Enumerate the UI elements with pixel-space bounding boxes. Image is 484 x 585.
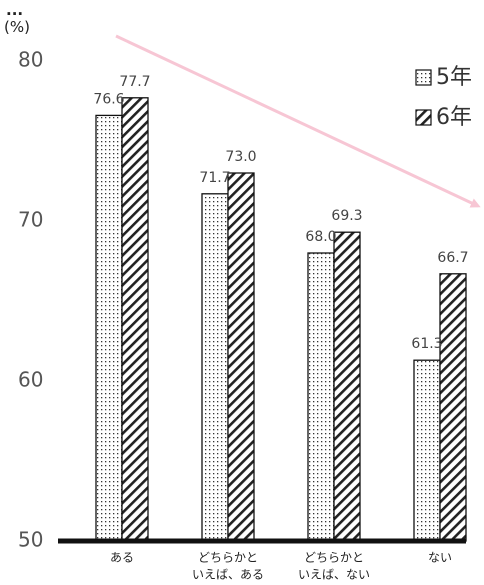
y-tick-label: 70 bbox=[18, 208, 43, 232]
bar-series1 bbox=[201, 193, 229, 542]
bar-series1 bbox=[307, 252, 335, 542]
bar-series2 bbox=[439, 273, 467, 542]
chart-title: ... bbox=[6, 1, 23, 19]
value-label: 61.3 bbox=[411, 336, 442, 352]
y-tick-label: 50 bbox=[18, 528, 43, 552]
category-label: ある bbox=[110, 551, 134, 565]
y-axis-unit-label: (%) bbox=[4, 18, 30, 36]
legend-label: 6年 bbox=[436, 105, 472, 130]
bar-series2 bbox=[121, 97, 149, 542]
value-label: 68.0 bbox=[305, 229, 336, 245]
legend-swatch bbox=[415, 109, 432, 126]
legend-swatch bbox=[415, 69, 432, 86]
value-label: 77.7 bbox=[119, 74, 150, 90]
bar-series2 bbox=[227, 172, 255, 542]
category-label: ない bbox=[428, 551, 452, 565]
trend-arrow bbox=[115, 34, 481, 208]
category-label: どちらかと bbox=[198, 551, 258, 565]
value-label: 73.0 bbox=[225, 149, 256, 165]
category-label: いえば、ない bbox=[298, 568, 370, 582]
value-label: 76.6 bbox=[93, 91, 124, 107]
y-tick-label: 80 bbox=[18, 48, 43, 72]
value-label: 71.7 bbox=[199, 170, 230, 186]
bar-series1 bbox=[413, 359, 441, 542]
value-label: 69.3 bbox=[331, 208, 362, 224]
category-label: どちらかと bbox=[304, 551, 364, 565]
bar-series2 bbox=[333, 231, 361, 542]
category-label: いえば、ある bbox=[192, 568, 264, 582]
bar-series1 bbox=[95, 114, 123, 542]
y-tick-label: 60 bbox=[18, 368, 43, 392]
legend-label: 5年 bbox=[436, 65, 472, 90]
value-label: 66.7 bbox=[437, 250, 468, 266]
